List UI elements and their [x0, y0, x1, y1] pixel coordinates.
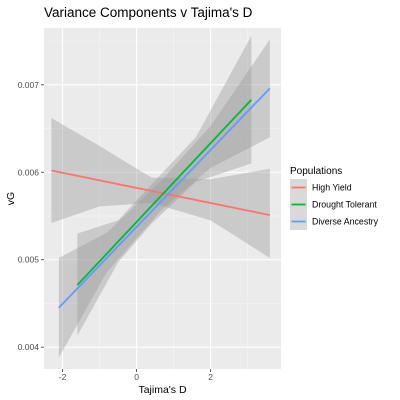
- x-axis: -2 0 2: [59, 369, 213, 382]
- x-tick-label: -2: [59, 372, 67, 382]
- chart-title: Variance Components v Tajima's D: [44, 5, 253, 20]
- trend-lines: [51, 87, 271, 309]
- x-tick-label: 0: [134, 372, 139, 382]
- legend-items: High Yield Drought Tolerant Diverse Ancest…: [290, 179, 379, 230]
- grid-major: [44, 28, 281, 369]
- y-axis: 0.004 0.005 0.006 0.007: [18, 80, 44, 352]
- legend: Populations High Yield Drought Tolerant Di…: [290, 166, 379, 230]
- y-tick-label: 0.006: [18, 167, 40, 177]
- y-tick-label: 0.005: [18, 255, 40, 265]
- ribbon-high-yield: [51, 118, 270, 258]
- y-tick-label: 0.004: [18, 342, 40, 352]
- x-axis-title: Tajima's D: [138, 384, 187, 396]
- y-tick-label: 0.007: [18, 80, 40, 90]
- line-diverse-ancestry: [58, 87, 271, 309]
- legend-title: Populations: [290, 166, 342, 177]
- legend-label-drought-tolerant: Drought Tolerant: [312, 200, 377, 210]
- ribbon-drought-tolerant: [77, 35, 252, 336]
- line-high-yield: [51, 169, 271, 216]
- legend-label-diverse-ancestry: Diverse Ancestry: [312, 217, 379, 227]
- x-tick-label: 2: [208, 372, 213, 382]
- line-drought-tolerant: [76, 99, 253, 286]
- y-axis-title: vG: [5, 192, 17, 205]
- legend-label-high-yield: High Yield: [312, 183, 352, 193]
